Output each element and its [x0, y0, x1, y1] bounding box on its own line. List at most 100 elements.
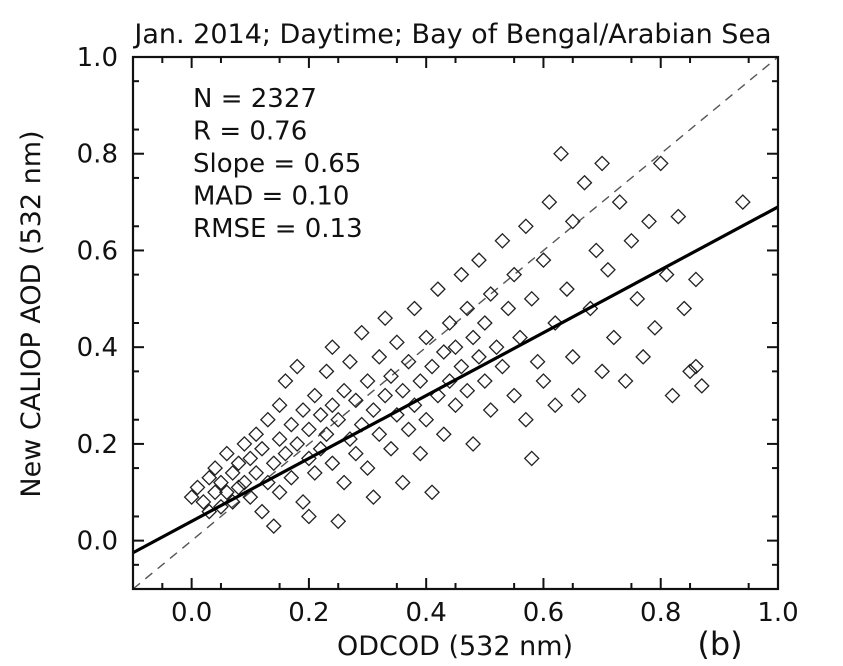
data-point	[412, 445, 429, 462]
stat-line: MAD = 0.10	[193, 182, 349, 212]
data-point	[265, 455, 282, 472]
data-point	[295, 402, 311, 418]
data-point	[254, 440, 270, 457]
data-point	[447, 339, 464, 356]
data-point	[271, 484, 288, 501]
data-point	[300, 421, 317, 438]
data-point	[429, 281, 446, 298]
data-point	[259, 474, 276, 491]
data-point	[459, 382, 476, 399]
data-point	[465, 329, 482, 346]
data-point	[482, 286, 499, 302]
data-point	[523, 290, 540, 307]
regression-line	[132, 205, 779, 555]
data-point	[564, 213, 581, 230]
data-point	[342, 353, 358, 370]
stat-line: RMSE = 0.13	[193, 214, 363, 244]
data-point	[541, 194, 558, 211]
data-point	[400, 421, 417, 438]
data-point	[641, 213, 657, 230]
data-point	[336, 382, 353, 399]
y-tick-label: 1.0	[77, 43, 118, 73]
data-point	[324, 455, 341, 472]
data-point	[259, 411, 276, 428]
chart-title: Jan. 2014; Daytime; Bay of Bengal/Arabia…	[132, 19, 771, 50]
data-point	[383, 440, 399, 457]
data-point	[494, 232, 511, 249]
data-point	[213, 474, 229, 491]
data-point	[271, 397, 288, 414]
data-point	[471, 252, 487, 269]
data-point	[553, 145, 569, 162]
y-tick-label: 0.4	[77, 333, 118, 363]
data-point	[482, 402, 499, 418]
data-point	[494, 358, 511, 375]
data-points-layer	[183, 145, 751, 535]
data-point	[629, 290, 646, 307]
data-point	[183, 489, 200, 506]
data-point	[336, 474, 353, 491]
data-point	[476, 373, 493, 389]
data-point	[242, 450, 259, 467]
data-point	[535, 373, 552, 389]
data-point	[687, 358, 704, 375]
data-point	[676, 300, 693, 317]
data-point	[295, 494, 311, 510]
data-point	[529, 353, 546, 370]
data-point	[476, 315, 493, 331]
data-point	[236, 474, 253, 491]
data-point	[517, 411, 534, 428]
data-point	[353, 324, 370, 341]
data-point	[424, 358, 440, 375]
data-point	[558, 281, 575, 298]
data-point	[600, 261, 616, 278]
x-tick-label: 0.0	[171, 598, 212, 628]
data-point	[406, 300, 423, 317]
data-point	[441, 315, 458, 331]
data-point	[359, 373, 376, 389]
data-point	[488, 339, 505, 356]
data-point	[652, 155, 669, 172]
data-point	[254, 503, 270, 520]
data-point	[682, 363, 698, 380]
panel-label: (b)	[697, 625, 742, 663]
x-tick-label: 1.0	[757, 598, 798, 628]
data-point	[242, 489, 259, 506]
y-axis-label: New CALIOP AOD (532 nm)	[16, 130, 47, 497]
data-point	[424, 484, 440, 501]
data-point	[383, 368, 399, 385]
data-point	[523, 450, 540, 467]
data-point	[283, 416, 300, 433]
data-point	[306, 465, 323, 481]
data-point	[388, 334, 405, 351]
y-tick-label: 0.2	[77, 430, 118, 460]
data-point	[218, 445, 235, 462]
data-point	[324, 397, 341, 414]
data-point	[371, 348, 388, 365]
data-point	[230, 455, 247, 472]
data-point	[535, 252, 552, 269]
data-point	[342, 431, 358, 447]
data-point	[347, 445, 364, 462]
data-point	[547, 397, 564, 414]
data-point	[330, 411, 347, 428]
data-point	[517, 218, 534, 235]
data-point	[248, 426, 265, 443]
data-point	[693, 377, 710, 394]
data-point	[207, 460, 224, 477]
data-point	[371, 426, 388, 443]
data-point	[248, 465, 265, 481]
data-point	[611, 194, 628, 211]
data-point	[224, 494, 241, 510]
data-point	[347, 392, 364, 409]
data-point	[312, 406, 329, 423]
data-point	[734, 194, 751, 211]
data-point	[306, 387, 323, 404]
data-point	[283, 469, 300, 486]
data-point	[471, 348, 487, 365]
data-point	[459, 300, 476, 317]
data-point	[588, 242, 605, 259]
data-point	[617, 373, 634, 389]
data-point	[453, 266, 470, 283]
